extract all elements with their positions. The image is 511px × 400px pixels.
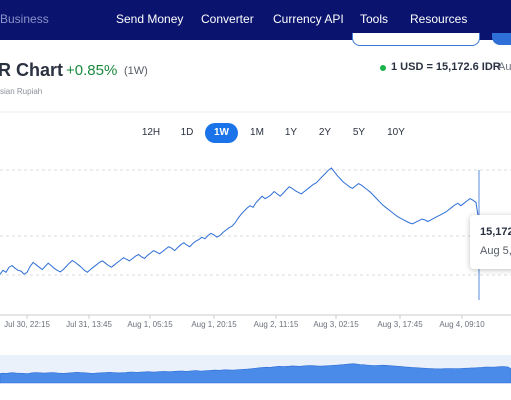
- nav-tools[interactable]: Tools: [360, 12, 389, 26]
- live-dot-icon: [380, 65, 386, 71]
- x-tick-label: Aug 1, 20:15: [191, 320, 237, 329]
- x-tick-label: Jul 30, 22:15: [4, 320, 50, 329]
- range-1d[interactable]: 1D: [180, 127, 194, 138]
- nav-send-money[interactable]: Send Money: [116, 12, 184, 26]
- change-percent: +0.85%: [66, 62, 118, 79]
- chart-grid: [0, 169, 511, 276]
- page-title: R Chart: [0, 60, 64, 80]
- currency-subtitle: sian Rupiah: [0, 87, 43, 96]
- range-2y[interactable]: 2Y: [318, 127, 332, 138]
- rate-date: Au: [498, 61, 511, 73]
- range-5y[interactable]: 5Y: [352, 127, 366, 138]
- login-button[interactable]: [352, 33, 480, 46]
- x-tick-label: Aug 3, 17:45: [377, 320, 423, 329]
- x-tick-label: Aug 4, 09:10: [439, 320, 485, 329]
- x-axis: Jul 30, 22:15 Jul 31, 13:45 Aug 1, 05:15 Au…: [0, 314, 511, 329]
- x-tick-label: Aug 1, 05:15: [127, 320, 173, 329]
- x-tick-label: Jul 31, 13:45: [66, 320, 112, 329]
- top-nav: Business Send Money Converter Currency A…: [0, 0, 511, 46]
- nav-resources[interactable]: Resources: [410, 12, 468, 26]
- tooltip-date: Aug 5,: [480, 245, 511, 257]
- price-line: [0, 167, 480, 275]
- nav-converter[interactable]: Converter: [201, 12, 254, 26]
- register-button[interactable]: [492, 33, 511, 45]
- range-1y[interactable]: 1Y: [284, 127, 298, 138]
- x-tick-label: Aug 3, 02:15: [313, 320, 359, 329]
- range-10y[interactable]: 10Y: [387, 127, 405, 138]
- x-tick-label: Aug 2, 11:15: [254, 320, 299, 329]
- tooltip-value: 15,172: [480, 226, 511, 238]
- range-1m[interactable]: 1M: [250, 127, 264, 138]
- range-12h[interactable]: 12H: [141, 127, 161, 138]
- nav-currency-api[interactable]: Currency API: [273, 12, 344, 26]
- range-1w[interactable]: 1W: [205, 123, 238, 143]
- range-selector: 12H 1D 1W 1M 1Y 2Y 5Y 10Y: [0, 123, 511, 143]
- navigator-area: [0, 363, 511, 384]
- hover-tooltip: 15,172 Aug 5,: [470, 215, 511, 269]
- change-period: (1W): [124, 65, 148, 77]
- brand-label[interactable]: Business: [0, 12, 49, 26]
- exchange-rate: 1 USD = 15,172.6 IDR: [391, 61, 501, 73]
